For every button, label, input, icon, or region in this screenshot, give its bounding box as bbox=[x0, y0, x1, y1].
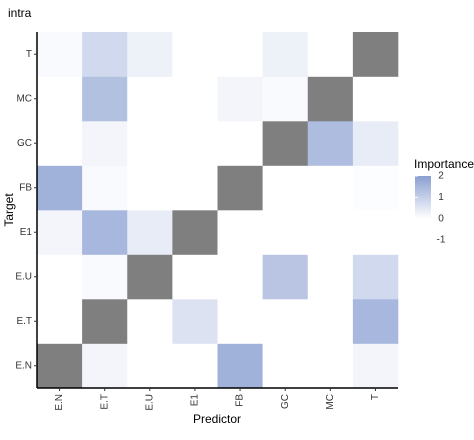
heat-cell bbox=[37, 343, 83, 389]
heat-cell bbox=[82, 254, 128, 300]
y-tick-label: MC bbox=[16, 93, 32, 104]
x-tick-label: E1 bbox=[190, 394, 201, 407]
x-tick-label: E.U bbox=[144, 394, 155, 411]
y-tick-label: T bbox=[26, 49, 32, 60]
heat-cell bbox=[217, 343, 263, 389]
heat-cell bbox=[352, 32, 399, 77]
heat-cell bbox=[82, 210, 128, 255]
heat-cell bbox=[172, 165, 218, 211]
heat-cell bbox=[172, 343, 218, 389]
heat-cell bbox=[262, 76, 309, 122]
heat-cell bbox=[37, 165, 83, 211]
x-tick-label: T bbox=[370, 394, 381, 400]
y-tick-label: FB bbox=[19, 182, 32, 193]
heat-cell bbox=[307, 343, 354, 389]
heat-cell bbox=[262, 343, 309, 389]
heat-cell bbox=[37, 32, 83, 77]
heat-cell bbox=[127, 210, 173, 255]
y-tick-label: GC bbox=[17, 138, 32, 149]
heat-cell bbox=[37, 76, 83, 122]
colorbar-tick-label: 1 bbox=[438, 192, 444, 203]
colorbar-tick-label: 0 bbox=[438, 213, 444, 224]
heat-cell bbox=[307, 254, 354, 300]
heat-cell bbox=[127, 254, 173, 300]
heat-cell bbox=[172, 299, 218, 344]
heat-cell bbox=[217, 299, 263, 344]
heat-cell bbox=[352, 76, 399, 122]
heat-cell bbox=[307, 121, 354, 166]
heat-cell bbox=[352, 165, 399, 211]
heat-cell bbox=[217, 254, 263, 300]
heat-cell bbox=[172, 76, 218, 122]
heat-cell bbox=[37, 210, 83, 255]
heat-cell bbox=[127, 165, 173, 211]
x-axis-label: Predictor bbox=[193, 412, 241, 426]
heat-cell bbox=[82, 299, 128, 344]
colorbar bbox=[415, 176, 431, 240]
heat-cell bbox=[127, 121, 173, 166]
heat-cell bbox=[352, 254, 399, 300]
colorbar-tick-label: -1 bbox=[437, 235, 446, 246]
heat-cell bbox=[82, 343, 128, 389]
heat-cell bbox=[307, 32, 354, 77]
heat-cell bbox=[82, 165, 128, 211]
heat-cell bbox=[172, 254, 218, 300]
heat-cell bbox=[37, 254, 83, 300]
heat-cell bbox=[172, 121, 218, 166]
y-tick-label: E.U bbox=[15, 271, 32, 282]
heat-cell bbox=[172, 32, 218, 77]
y-axis-label: Target bbox=[2, 193, 16, 227]
legend-title: Importance bbox=[414, 157, 474, 171]
heat-cell bbox=[307, 76, 354, 122]
heat-cell bbox=[307, 210, 354, 255]
chart-title: intra bbox=[8, 6, 32, 20]
colorbar-tick-label: 2 bbox=[438, 171, 444, 182]
heat-cell bbox=[217, 76, 263, 122]
x-tick-label: GC bbox=[280, 394, 291, 409]
heat-cell bbox=[307, 165, 354, 211]
heat-cell bbox=[352, 343, 399, 389]
heat-cell bbox=[37, 121, 83, 166]
heat-cell bbox=[352, 210, 399, 255]
x-tick-label: MC bbox=[325, 394, 336, 410]
x-tick-label: E.T bbox=[99, 394, 110, 410]
heat-cell bbox=[217, 121, 263, 166]
heat-cell bbox=[217, 32, 263, 77]
heat-cell bbox=[127, 32, 173, 77]
x-tick-label: E.N bbox=[54, 394, 65, 411]
heat-cell bbox=[37, 299, 83, 344]
heat-cell bbox=[262, 121, 309, 166]
heat-cell bbox=[262, 210, 309, 255]
heat-cell bbox=[82, 121, 128, 166]
heat-cell bbox=[217, 165, 263, 211]
heat-cell bbox=[352, 121, 399, 166]
heat-cell bbox=[127, 299, 173, 344]
heat-cell bbox=[127, 343, 173, 389]
heat-cell bbox=[352, 299, 399, 344]
heat-cell bbox=[262, 254, 309, 300]
heat-cell bbox=[172, 210, 218, 255]
y-tick-label: E1 bbox=[20, 227, 33, 238]
y-tick-label: E.N bbox=[15, 360, 32, 371]
heat-cell bbox=[82, 76, 128, 122]
y-tick-label: E.T bbox=[16, 316, 32, 327]
x-tick-label: FB bbox=[235, 394, 246, 407]
heat-cell bbox=[262, 165, 309, 211]
heat-cell bbox=[127, 76, 173, 122]
heat-cell bbox=[307, 299, 354, 344]
heat-cell bbox=[217, 210, 263, 255]
heat-cell bbox=[82, 32, 128, 77]
heat-cell bbox=[262, 32, 309, 77]
heat-cell bbox=[262, 299, 309, 344]
